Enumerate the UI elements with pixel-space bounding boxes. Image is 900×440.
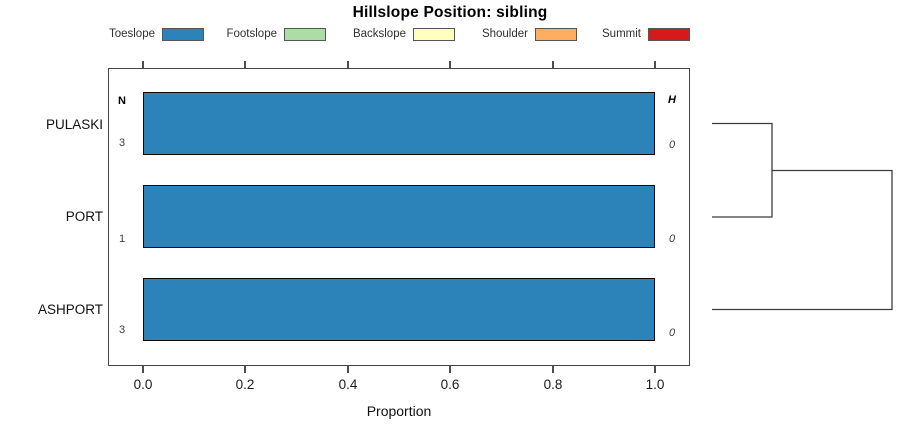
top-tick-0.6 <box>449 61 451 68</box>
x-tick-label-1.0: 1.0 <box>645 377 665 392</box>
top-tick-1.0 <box>654 61 656 68</box>
legend-swatch-backslope <box>413 27 455 41</box>
legend-label-summit: Summit <box>602 28 641 40</box>
y-label-port: PORT <box>65 209 103 224</box>
y-label-ashport: ASHPORT <box>37 302 103 317</box>
n-column-header: N <box>118 95 126 107</box>
legend-swatch-summit <box>648 27 690 41</box>
legend-label-backslope: Backslope <box>352 28 406 40</box>
legend-label-footslope: Footslope <box>226 28 277 40</box>
legend-item-summit: Summit <box>540 25 690 43</box>
bottom-tick-0.6 <box>449 366 451 373</box>
legend-item-backslope: Backslope <box>305 25 455 43</box>
top-tick-0.4 <box>347 61 349 68</box>
x-tick-label-0.0: 0.0 <box>133 377 153 392</box>
x-tick-label-0.4: 0.4 <box>338 377 358 392</box>
h-value-pulaski: 0 <box>668 139 676 151</box>
chart-title: Hillslope Position: sibling <box>352 4 548 21</box>
n-value-port: 1 <box>118 233 126 245</box>
x-tick-label-0.2: 0.2 <box>235 377 255 392</box>
h-value-ashport: 0 <box>668 327 676 339</box>
h-column-header: H <box>668 94 676 106</box>
x-tick-label-0.8: 0.8 <box>543 377 563 392</box>
bottom-tick-1.0 <box>654 366 656 373</box>
legend-label-toeslope: Toeslope <box>108 28 155 40</box>
x-axis-title: Proportion <box>366 403 432 419</box>
dendrogram <box>712 122 893 311</box>
legend-label-shoulder: Shoulder <box>481 28 528 40</box>
legend-item-footslope: Footslope <box>176 25 326 43</box>
bottom-tick-0.0 <box>142 366 144 373</box>
bottom-tick-0.2 <box>244 366 246 373</box>
bottom-tick-0.8 <box>552 366 554 373</box>
legend-item-shoulder: Shoulder <box>427 25 577 43</box>
dendrogram-links <box>712 122 893 311</box>
y-label-pulaski: PULASKI <box>45 117 103 132</box>
top-tick-0.2 <box>244 61 246 68</box>
x-tick-label-0.6: 0.6 <box>440 377 460 392</box>
legend-item-toeslope: Toeslope <box>54 25 204 43</box>
bar-port-toeslope <box>143 185 655 248</box>
legend-swatch-shoulder <box>535 27 577 41</box>
legend-swatch-footslope <box>284 27 326 41</box>
bottom-tick-0.4 <box>347 366 349 373</box>
top-tick-0.8 <box>552 61 554 68</box>
n-value-pulaski: 3 <box>118 137 126 149</box>
legend-swatch-toeslope <box>162 27 204 41</box>
bar-pulaski-toeslope <box>143 92 655 155</box>
bar-ashport-toeslope <box>143 278 655 341</box>
top-tick-0.0 <box>142 61 144 68</box>
n-value-ashport: 3 <box>118 324 126 336</box>
h-value-port: 0 <box>668 233 676 245</box>
